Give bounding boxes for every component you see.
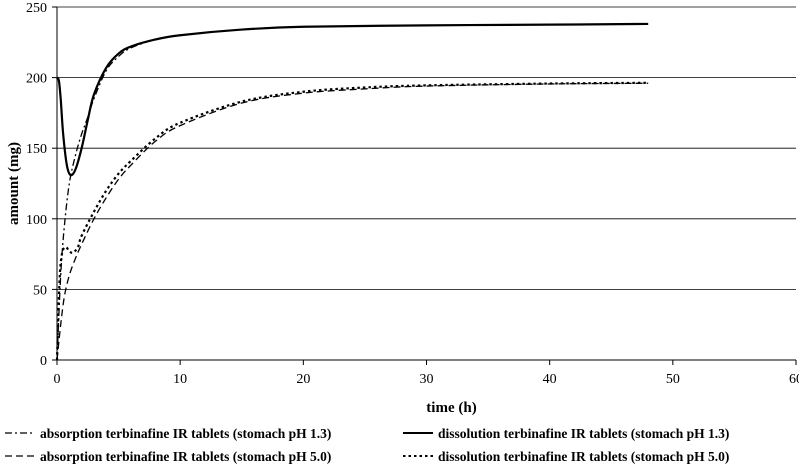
x-tick-label: 40 <box>543 372 557 387</box>
x-axis-title: time (h) <box>426 400 476 416</box>
gridlines <box>57 6 796 290</box>
y-tick-label: 100 <box>26 213 47 228</box>
legend-label-dissolution-ph13: dissolution terbinafine IR tablets (stom… <box>438 426 729 441</box>
series-line-dissolution-ph50 <box>55 81 649 361</box>
y-tick-label: 200 <box>26 72 47 87</box>
series-line-dissolution-ph13 <box>56 22 649 177</box>
x-tick-label: 20 <box>296 372 310 387</box>
x-tick-label: 50 <box>666 372 680 387</box>
ticks: 0 50 100 150 200 250 0 10 20 30 40 50 60 <box>26 1 799 387</box>
legend-label-absorption-ph13: absorption terbinafine IR tablets (stoma… <box>40 426 331 441</box>
legend: absorption terbinafine IR tablets (stoma… <box>5 426 729 464</box>
series-line-absorption-ph50 <box>56 82 649 361</box>
axes <box>56 7 796 361</box>
x-tick-label: 0 <box>54 372 61 387</box>
series <box>55 22 649 361</box>
x-tick-label: 30 <box>420 372 434 387</box>
x-tick-label: 60 <box>789 372 799 387</box>
y-axis-title: amount (mg) <box>6 142 22 225</box>
legend-label-absorption-ph50: absorption terbinafine IR tablets (stoma… <box>40 449 331 464</box>
y-tick-label: 150 <box>26 142 47 157</box>
x-tick-label: 10 <box>173 372 187 387</box>
y-tick-label: 250 <box>26 1 47 16</box>
y-tick-label: 50 <box>33 283 47 298</box>
legend-label-dissolution-ph50: dissolution terbinafine IR tablets (stom… <box>438 449 729 464</box>
series-line-absorption-ph13 <box>56 23 649 361</box>
y-tick-label: 0 <box>40 354 47 369</box>
